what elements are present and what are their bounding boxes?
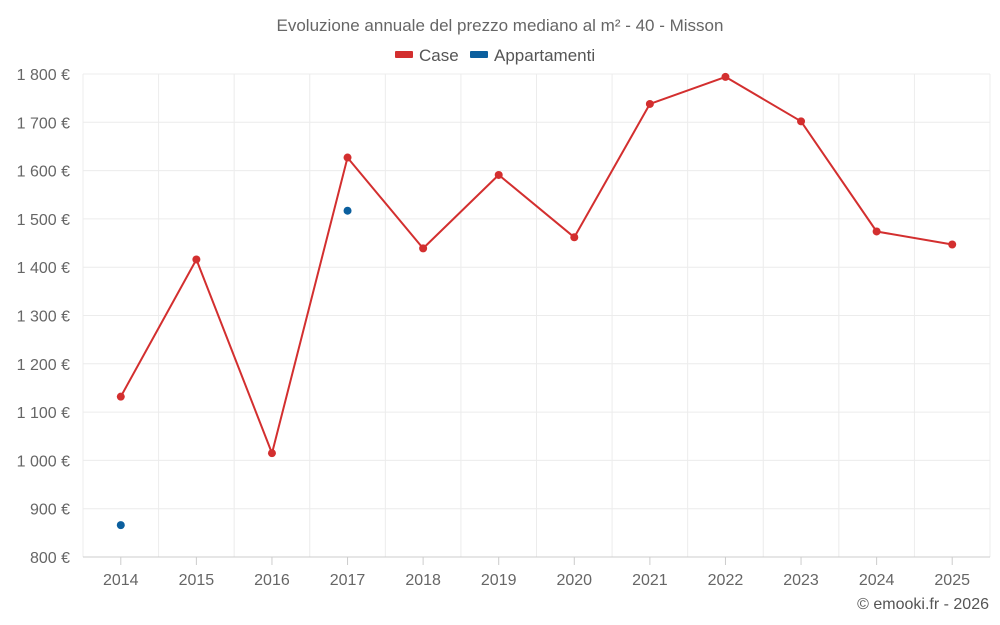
x-axis: 2014 2015 2016 2017 2018 2019 2020 2021 2022 2023… — [83, 556, 990, 589]
series-line-case — [119, 75, 953, 455]
y-tick-label: 800 € — [30, 550, 70, 567]
x-tick-label: 2022 — [708, 572, 744, 589]
x-tick-label: 2023 — [783, 572, 819, 589]
x-tick-label: 2014 — [103, 572, 139, 589]
y-tick-label: 1 200 € — [17, 357, 70, 374]
legend-swatch-appartamenti — [470, 51, 488, 58]
y-tick-label: 900 € — [30, 502, 70, 519]
credit-text: © emooki.fr - 2026 — [857, 596, 989, 613]
series — [116, 72, 957, 530]
y-tick-label: 1 500 € — [17, 212, 70, 229]
x-tick-label: 2016 — [254, 572, 290, 589]
data-point-appartamenti[interactable] — [116, 521, 125, 530]
data-point-case[interactable] — [267, 449, 276, 458]
data-point-case[interactable] — [192, 255, 201, 264]
x-tick-label: 2020 — [556, 572, 592, 589]
y-tick-label: 1 700 € — [17, 115, 70, 132]
chart-title: Evoluzione annuale del prezzo mediano al… — [277, 16, 724, 35]
data-point-case[interactable] — [872, 227, 881, 236]
y-tick-label: 1 100 € — [17, 405, 70, 422]
x-tick-label: 2018 — [405, 572, 441, 589]
y-axis: 800 € 900 € 1 000 € 1 100 € 1 200 € 1 300 € 1 … — [17, 67, 70, 567]
legend-item-case[interactable]: Case — [395, 46, 459, 65]
x-tick-label: 2025 — [934, 572, 970, 589]
y-tick-label: 1 400 € — [17, 260, 70, 277]
y-tick-label: 1 600 € — [17, 164, 70, 181]
legend-label-appartamenti: Appartamenti — [494, 46, 595, 65]
data-point-case[interactable] — [419, 244, 428, 253]
legend-swatch-case — [395, 51, 413, 58]
data-point-case[interactable] — [645, 99, 654, 108]
data-point-case[interactable] — [948, 240, 957, 249]
x-tick-label: 2015 — [179, 572, 215, 589]
data-point-case[interactable] — [343, 153, 352, 162]
legend-item-appartamenti[interactable]: Appartamenti — [470, 46, 595, 65]
x-tick-label: 2017 — [330, 572, 366, 589]
data-point-case[interactable] — [797, 117, 806, 126]
data-point-case[interactable] — [116, 392, 125, 401]
grid — [82, 73, 991, 557]
x-tick-label: 2019 — [481, 572, 517, 589]
x-tick-label: 2021 — [632, 572, 668, 589]
y-tick-label: 1 800 € — [17, 67, 70, 84]
data-point-case[interactable] — [494, 170, 503, 179]
data-point-case[interactable] — [570, 233, 579, 242]
legend: Case Appartamenti — [395, 46, 595, 65]
x-tick-label: 2024 — [859, 572, 895, 589]
data-point-case[interactable] — [721, 72, 730, 81]
data-point-appartamenti[interactable] — [343, 206, 352, 215]
legend-label-case: Case — [419, 46, 459, 65]
y-tick-label: 1 000 € — [17, 453, 70, 470]
y-tick-label: 1 300 € — [17, 309, 70, 326]
